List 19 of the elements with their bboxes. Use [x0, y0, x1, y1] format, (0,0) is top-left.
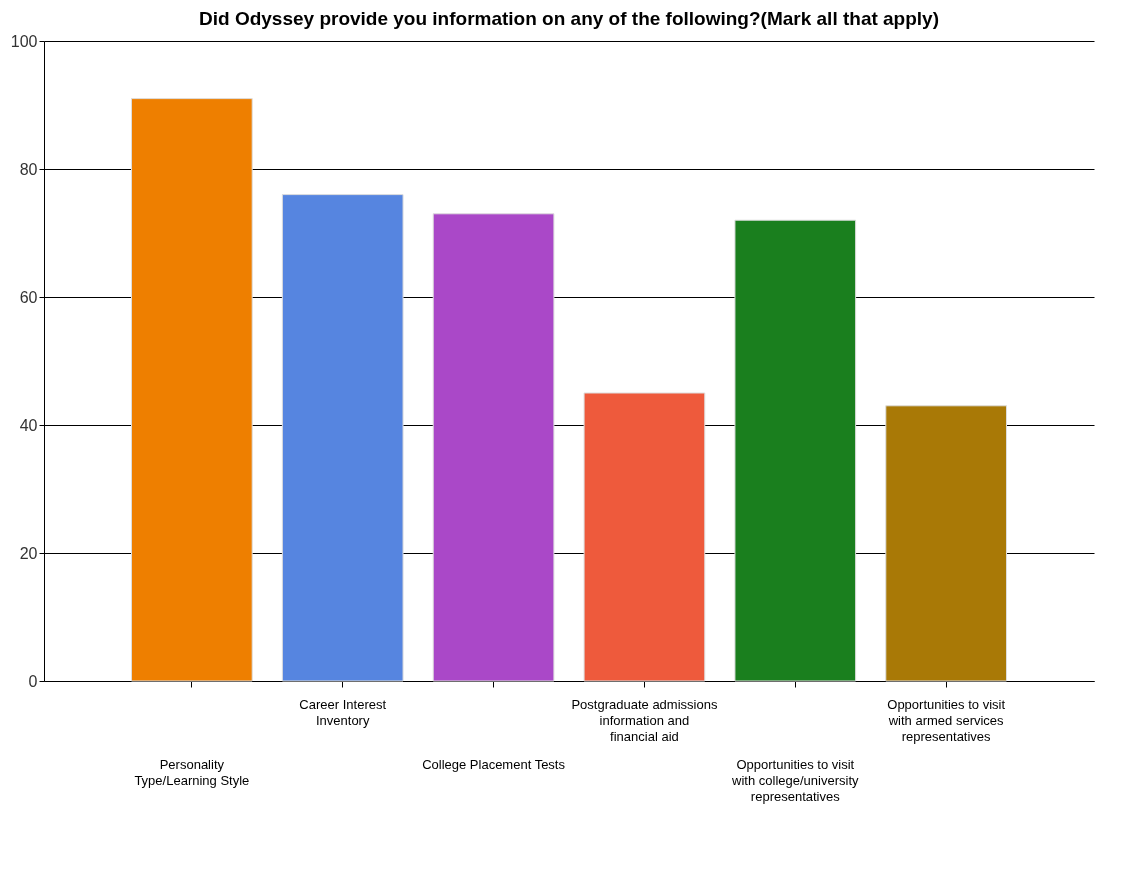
x-tick-label: Postgraduate admissions information and financial aid [571, 697, 718, 744]
y-tick-label: 40 [19, 416, 38, 434]
y-tick-label: 0 [28, 672, 38, 690]
y-tick-label: 100 [10, 32, 38, 50]
chart-title: Did Odyssey provide you information on any of the following?(Mark all that apply) [198, 8, 940, 29]
bar [131, 98, 253, 682]
y-tick-label: 20 [19, 544, 38, 562]
bar [583, 392, 706, 682]
x-tick-label: Opportunities to visit with college/university representatives [731, 757, 860, 804]
x-tick-label: College Placement Tests [422, 757, 566, 772]
bar [734, 219, 857, 682]
bar [281, 194, 404, 682]
bar [885, 405, 1007, 682]
x-tick-label: Personality Type/Learning Style [134, 757, 250, 788]
y-tick-label: 60 [19, 288, 38, 306]
y-tick-label: 80 [19, 160, 38, 178]
bar [432, 213, 555, 682]
x-tick-label: Opportunities to visit with armed services representatives [887, 697, 1006, 744]
x-tick-label: Career Interest Inventory [299, 697, 387, 728]
